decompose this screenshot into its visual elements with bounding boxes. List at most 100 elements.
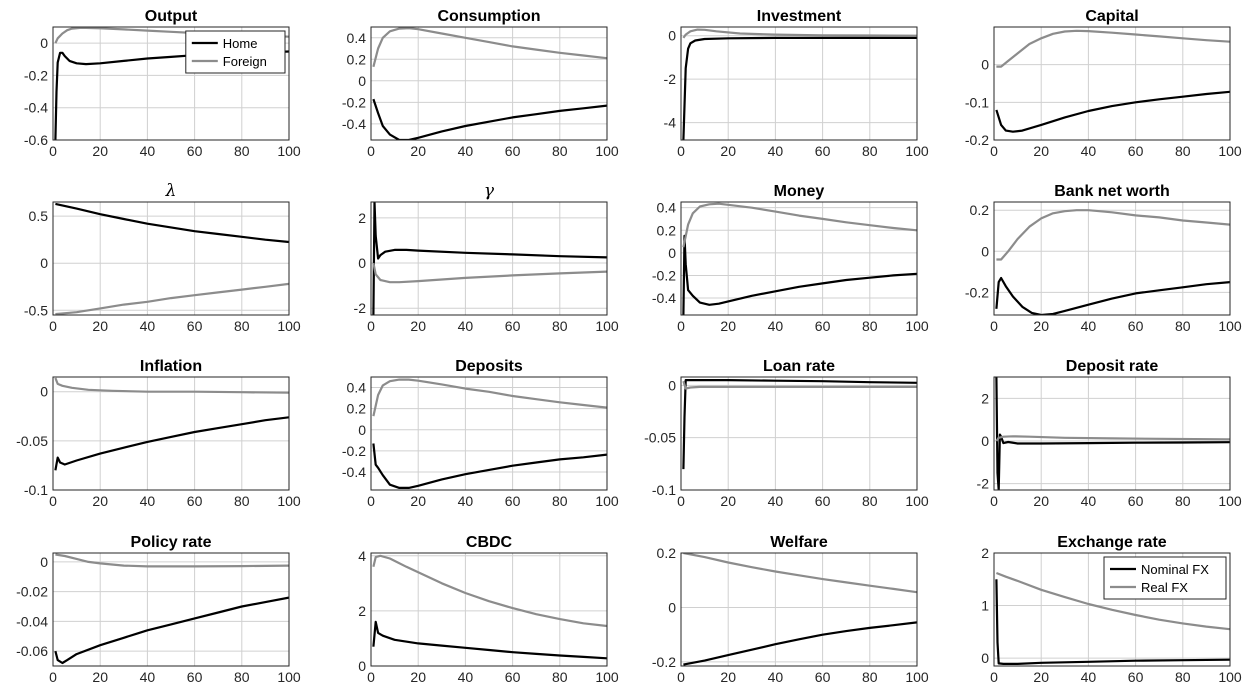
panel-15: 0 20 40 60 80 100012Exchange rateNominal FXRe…	[981, 534, 1242, 685]
x-tick-label: 20	[92, 669, 108, 685]
x-tick-label: 100	[277, 493, 301, 509]
y-tick-label: 0	[40, 35, 48, 51]
x-tick-label: 60	[187, 318, 203, 334]
x-tick-label: 0	[677, 143, 685, 159]
y-tick-label: 0.2	[347, 401, 367, 417]
x-tick-label: 20	[720, 493, 736, 509]
x-tick-label: 40	[768, 669, 784, 685]
y-tick-label: 0	[668, 377, 676, 393]
x-tick-label: 20	[92, 318, 108, 334]
x-tick-label: 20	[720, 669, 736, 685]
y-tick-label: 2	[981, 390, 989, 406]
panel-5: 0 20 40 60 80 100-202γ	[354, 181, 619, 334]
x-tick-label: 100	[1218, 493, 1242, 509]
y-tick-label: 4	[358, 548, 366, 564]
plot-area	[681, 553, 917, 666]
y-tick-label: 0.4	[347, 380, 367, 396]
x-tick-label: 100	[595, 143, 619, 159]
x-tick-label: 20	[1033, 493, 1049, 509]
x-tick-label: 100	[905, 318, 929, 334]
chart-title: Consumption	[437, 8, 540, 25]
panel-7: 0 20 40 60 80 100 -0.2 0 0.2 Bank net worth	[965, 183, 1242, 334]
y-tick-label: -0.4	[342, 464, 366, 480]
x-tick-label: 20	[410, 669, 426, 685]
x-tick-label: 40	[1081, 143, 1097, 159]
x-tick-label: 60	[505, 493, 521, 509]
x-tick-label: 40	[1081, 669, 1097, 685]
legend-entry: Real FX	[1141, 580, 1188, 595]
y-tick-label: -0.2	[342, 94, 366, 110]
x-tick-label: 60	[1128, 669, 1144, 685]
x-tick-label: 0	[367, 318, 375, 334]
y-tick-label: 2	[358, 603, 366, 619]
y-tick-label: -0.1	[965, 94, 989, 110]
x-tick-label: 0	[990, 493, 998, 509]
x-tick-label: 80	[1175, 318, 1191, 334]
x-tick-label: 0	[367, 143, 375, 159]
x-tick-label: 80	[1175, 493, 1191, 509]
x-tick-label: 100	[905, 669, 929, 685]
x-tick-label: 100	[905, 143, 929, 159]
x-tick-label: 40	[768, 493, 784, 509]
y-tick-label: 0.4	[347, 30, 367, 46]
x-tick-label: 0	[367, 493, 375, 509]
chart-title: Investment	[757, 8, 842, 25]
plot-area	[994, 377, 1230, 490]
y-tick-label: -0.2	[652, 267, 676, 283]
y-tick-label: 0	[668, 599, 676, 615]
legend-entry: Nominal FX	[1141, 562, 1209, 577]
y-tick-label: -0.2	[342, 443, 366, 459]
x-tick-label: 20	[410, 318, 426, 334]
x-tick-label: 80	[1175, 143, 1191, 159]
x-tick-label: 0	[49, 318, 57, 334]
x-tick-label: 100	[277, 318, 301, 334]
panel-12: 0 20 40 60 80 100-0.06-0.04-0.020Policy rate	[16, 534, 301, 685]
x-tick-label: 60	[187, 143, 203, 159]
chart-title: Output	[145, 8, 198, 25]
y-tick-label: -2	[977, 476, 990, 492]
y-tick-label: 0	[668, 28, 676, 44]
y-tick-label: -0.2	[965, 284, 989, 300]
x-tick-label: 0	[49, 669, 57, 685]
y-tick-label: -0.05	[16, 433, 48, 449]
chart-title: Deposits	[455, 358, 523, 375]
y-tick-label: 1	[981, 598, 989, 614]
x-tick-label: 100	[277, 143, 301, 159]
x-tick-label: 60	[1128, 493, 1144, 509]
x-tick-label: 80	[552, 143, 568, 159]
x-tick-label: 80	[1175, 669, 1191, 685]
x-tick-label: 0	[49, 493, 57, 509]
x-tick-label: 60	[505, 669, 521, 685]
y-tick-label: 0.2	[657, 222, 677, 238]
y-tick-label: 0	[668, 245, 676, 261]
chart-title: Bank net worth	[1054, 183, 1170, 200]
x-tick-label: 100	[1218, 318, 1242, 334]
x-tick-label: 60	[815, 143, 831, 159]
x-tick-label: 60	[815, 493, 831, 509]
panel-3: 0 20 40 60 80 100 -0.2 -0.1 0 Capital	[965, 8, 1242, 159]
chart-title: Capital	[1085, 8, 1138, 25]
chart-title: Policy rate	[131, 534, 212, 551]
y-tick-label: -0.02	[16, 584, 48, 600]
x-tick-label: 100	[595, 669, 619, 685]
panel-11: 0 20 40 60 80 100-202Deposit rate	[977, 358, 1242, 509]
plot-area	[371, 377, 607, 490]
x-tick-label: 0	[990, 669, 998, 685]
y-tick-label: -0.2	[24, 67, 48, 83]
panel-1: 0 20 40 60 80 100-0.4-0.200.20.4Consumption	[342, 8, 619, 159]
chart-title: λ	[165, 181, 177, 201]
y-tick-label: 0	[358, 422, 366, 438]
x-tick-label: 80	[234, 143, 250, 159]
x-tick-label: 80	[552, 318, 568, 334]
y-tick-label: 0	[981, 650, 989, 666]
chart-title: γ	[484, 181, 495, 201]
x-tick-label: 0	[677, 318, 685, 334]
y-tick-label: -0.2	[652, 654, 676, 670]
chart-title: Loan rate	[763, 358, 835, 375]
x-tick-label: 100	[1218, 669, 1242, 685]
y-tick-label: 0	[981, 433, 989, 449]
x-tick-label: 20	[92, 143, 108, 159]
y-tick-label: 0	[981, 57, 989, 73]
y-tick-label: -0.06	[16, 643, 48, 659]
x-tick-label: 20	[410, 493, 426, 509]
